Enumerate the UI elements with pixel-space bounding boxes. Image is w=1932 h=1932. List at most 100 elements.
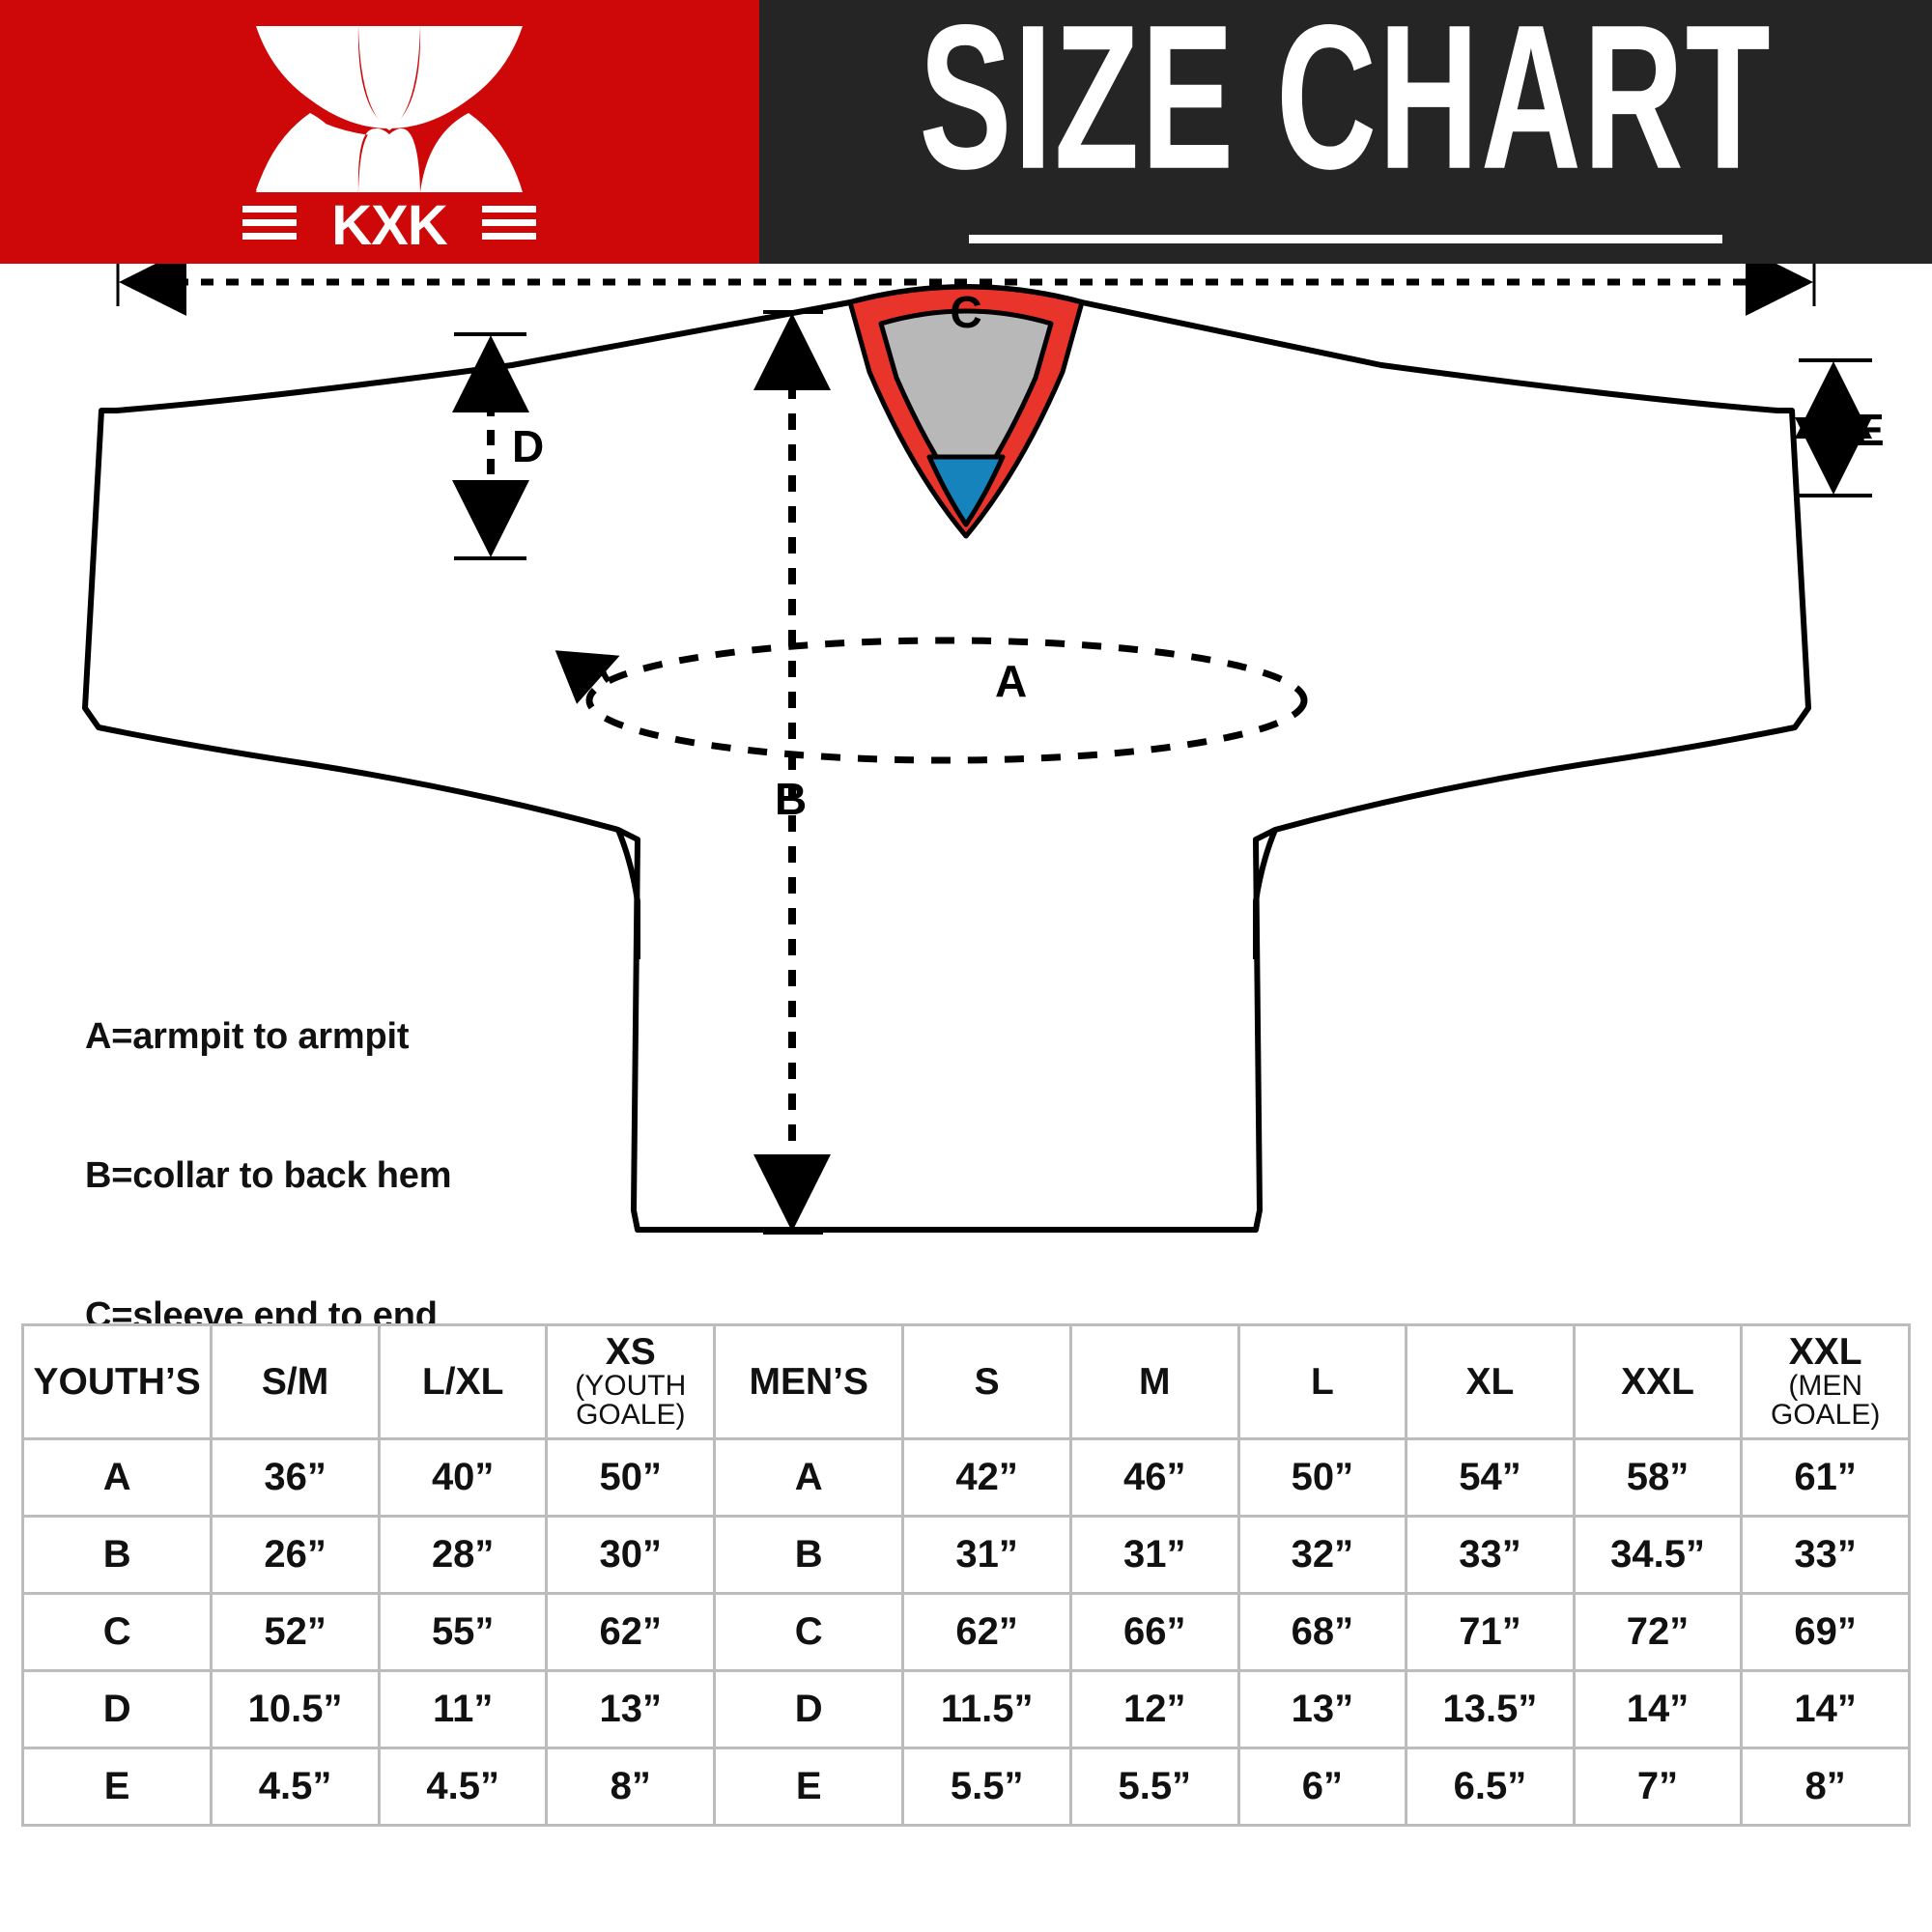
kxk-wordmark-text: KXK (331, 194, 448, 248)
cell-mens-b-2: 32” (1236, 1515, 1408, 1595)
cell-mens-c-3: 71” (1405, 1592, 1576, 1672)
cell-mens-c-2: 68” (1236, 1592, 1408, 1672)
header-mens-l: L (1236, 1323, 1408, 1440)
cell-mens-b-0: 31” (901, 1515, 1072, 1595)
cell-youth-a-1: 40” (377, 1437, 549, 1518)
cell-youth-b-1: 28” (377, 1515, 549, 1595)
header-mens-xxl-goale: XXL (MEN GOALE) (1740, 1323, 1911, 1440)
dimension-b (753, 310, 831, 1235)
dimension-a (554, 637, 1308, 764)
cell-youth-c-0: 52” (210, 1592, 381, 1672)
table-header-row: YOUTH’S S/M L/XL XS (YOUTH GOALE) MEN’S … (20, 1323, 1911, 1440)
cell-youth-d-2: 13” (545, 1669, 717, 1749)
dimension-label-c: C (950, 264, 981, 266)
cell-youth-e-1: 4.5” (377, 1747, 549, 1827)
cell-youth-c-1: 55” (377, 1592, 549, 1672)
row-label-mens-b: B (713, 1515, 905, 1595)
row-label-mens-d: D (713, 1669, 905, 1749)
dimension-c (116, 264, 1816, 316)
header-youth-xs-goale: XS (YOUTH GOALE) (545, 1323, 717, 1440)
header-youths: YOUTH’S (20, 1323, 213, 1440)
cell-mens-e-1: 5.5” (1068, 1747, 1240, 1827)
dimension-label-a: A (995, 656, 1027, 706)
cell-youth-c-2: 62” (545, 1592, 717, 1672)
dimension-e (1795, 358, 1872, 497)
cell-mens-d-0: 11.5” (901, 1669, 1072, 1749)
cell-youth-d-0: 10.5” (210, 1669, 381, 1749)
cell-mens-a-4: 58” (1572, 1437, 1744, 1518)
collar-accent-triangle (926, 454, 1006, 527)
cell-mens-d-5: 14” (1740, 1669, 1911, 1749)
cell-mens-d-2: 13” (1236, 1669, 1408, 1749)
cell-mens-b-1: 31” (1068, 1515, 1240, 1595)
header-youth-xs-main: XS (605, 1331, 656, 1374)
table-row: B 26” 28” 30” B 31” 31” 32” 33” 34.5” 33… (20, 1515, 1911, 1595)
kxk-hourglass-logo-icon: KXK (235, 16, 544, 257)
row-label-youth-b: B (20, 1515, 213, 1595)
size-table: YOUTH’S S/M L/XL XS (YOUTH GOALE) MEN’S … (20, 1323, 1911, 1827)
header-mens-xxl-goale-sub: (MEN GOALE) (1770, 1369, 1881, 1432)
header-mens-xxl-goale-main: XXL (1788, 1331, 1862, 1374)
header-mens-s: S (901, 1323, 1072, 1440)
cell-mens-a-1: 46” (1068, 1437, 1240, 1518)
legend-line-b: B=collar to back hem (85, 1155, 452, 1197)
legend-line-a: A=armpit to armpit (85, 1015, 410, 1057)
cell-mens-e-2: 6” (1236, 1747, 1408, 1827)
jersey-collar (847, 284, 1085, 539)
cell-mens-d-4: 14” (1572, 1669, 1744, 1749)
dimension-label-b: B (775, 774, 807, 824)
page-header: KXK SIZE CHART (0, 0, 1932, 264)
cell-mens-a-5: 61” (1740, 1437, 1911, 1518)
cell-youth-b-2: 30” (545, 1515, 717, 1595)
title-panel: SIZE CHART (759, 0, 1932, 264)
jersey-diagram: C (0, 264, 1932, 1297)
header-youth-xs-sub: (YOUTH GOALE) (575, 1369, 687, 1432)
dimension-label-c-text: C (950, 287, 982, 337)
cell-mens-b-5: 33” (1740, 1515, 1911, 1595)
row-label-mens-a: A (713, 1437, 905, 1518)
cell-mens-e-0: 5.5” (901, 1747, 1072, 1827)
cell-mens-c-1: 66” (1068, 1592, 1240, 1672)
size-table-container: YOUTH’S S/M L/XL XS (YOUTH GOALE) MEN’S … (20, 1323, 1911, 1827)
header-mens-m: M (1068, 1323, 1240, 1440)
row-label-youth-d: D (20, 1669, 213, 1749)
page-title: SIZE CHART (919, 0, 1773, 212)
cell-mens-a-0: 42” (901, 1437, 1072, 1518)
cell-youth-a-0: 36” (210, 1437, 381, 1518)
table-row: C 52” 55” 62” C 62” 66” 68” 71” 72” 69” (20, 1592, 1911, 1672)
dimension-d (452, 332, 529, 560)
header-mens: MEN’S (713, 1323, 905, 1440)
cell-youth-e-0: 4.5” (210, 1747, 381, 1827)
cell-mens-d-1: 12” (1068, 1669, 1240, 1749)
cell-mens-a-3: 54” (1405, 1437, 1576, 1518)
brand-panel: KXK (0, 0, 759, 264)
row-label-youth-e: E (20, 1747, 213, 1827)
cell-mens-c-4: 72” (1572, 1592, 1744, 1672)
header-mens-xl: XL (1405, 1323, 1576, 1440)
cell-mens-a-2: 50” (1236, 1437, 1408, 1518)
table-row: A 36” 40” 50” A 42” 46” 50” 54” 58” 61” (20, 1437, 1911, 1518)
row-label-mens-c: C (713, 1592, 905, 1672)
collar-inner-panel (878, 308, 1054, 504)
cell-youth-e-2: 8” (545, 1747, 717, 1827)
header-youth-sm: S/M (210, 1323, 381, 1440)
cell-mens-c-5: 69” (1740, 1592, 1911, 1672)
dimension-label-e: E (1855, 405, 1885, 455)
cell-youth-a-2: 50” (545, 1437, 717, 1518)
cell-mens-b-3: 33” (1405, 1515, 1576, 1595)
cell-mens-e-3: 6.5” (1405, 1747, 1576, 1827)
cell-mens-e-5: 8” (1740, 1747, 1911, 1827)
table-row: D 10.5” 11” 13” D 11.5” 12” 13” 13.5” 14… (20, 1669, 1911, 1749)
header-mens-xxl: XXL (1572, 1323, 1744, 1440)
table-row: E 4.5” 4.5” 8” E 5.5” 5.5” 6” 6.5” 7” 8” (20, 1747, 1911, 1827)
jersey-seam-lines (615, 828, 1278, 959)
cell-youth-d-1: 11” (377, 1669, 549, 1749)
cell-mens-c-0: 62” (901, 1592, 1072, 1672)
header-youth-lxl: L/XL (377, 1323, 549, 1440)
cell-youth-b-0: 26” (210, 1515, 381, 1595)
title-underline (969, 235, 1722, 244)
row-label-mens-e: E (713, 1747, 905, 1827)
row-label-youth-a: A (20, 1437, 213, 1518)
cell-mens-e-4: 7” (1572, 1747, 1744, 1827)
